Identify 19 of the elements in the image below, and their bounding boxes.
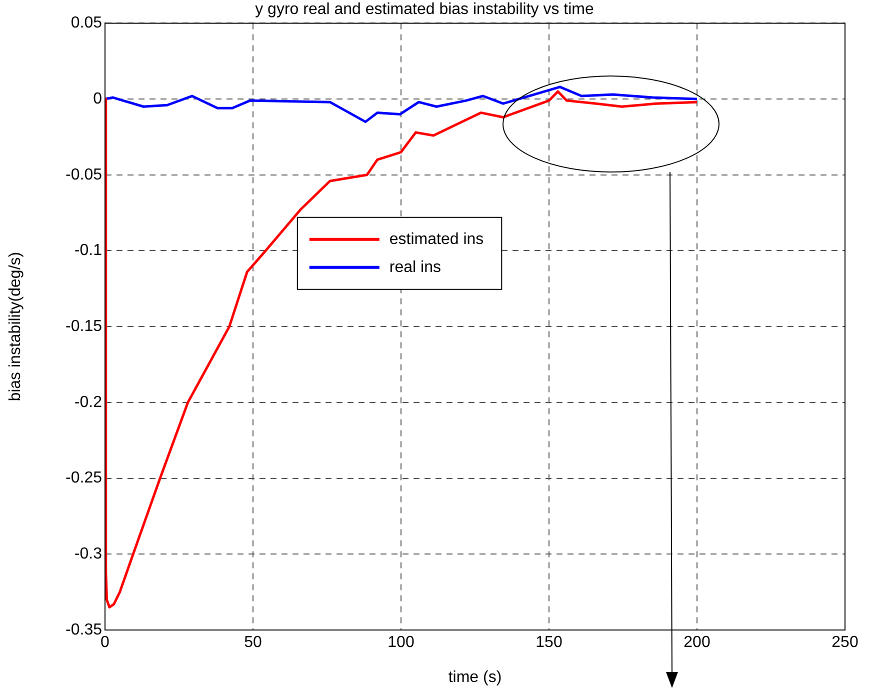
x-axis-title: time (s) (448, 668, 502, 686)
y-tick-label: -0.05 (66, 166, 102, 184)
chart-title: y gyro real and estimated bias instability vs time (255, 1, 594, 18)
y-axis-title: bias instability(deg/s) (7, 252, 24, 402)
x-tick-label: 50 (244, 634, 262, 652)
x-tick-label: 150 (536, 634, 562, 652)
legend-label: real ins (389, 258, 441, 276)
x-tick-label: 250 (832, 634, 858, 652)
y-tick-label: -0.25 (66, 470, 102, 487)
y-tick-label: -0.1 (74, 242, 102, 260)
y-tick-label: -0.35 (66, 621, 102, 638)
y-tick-label: 0 (93, 90, 102, 108)
y-tick-label: -0.2 (74, 394, 102, 411)
y-tick-label: -0.15 (66, 318, 102, 336)
y-tick-label: -0.3 (74, 546, 102, 563)
y-tick-label: 0.05 (70, 14, 102, 32)
legend-label: estimated ins (389, 230, 484, 248)
x-tick-label: 200 (684, 634, 710, 652)
x-tick-label: 100 (388, 634, 414, 652)
